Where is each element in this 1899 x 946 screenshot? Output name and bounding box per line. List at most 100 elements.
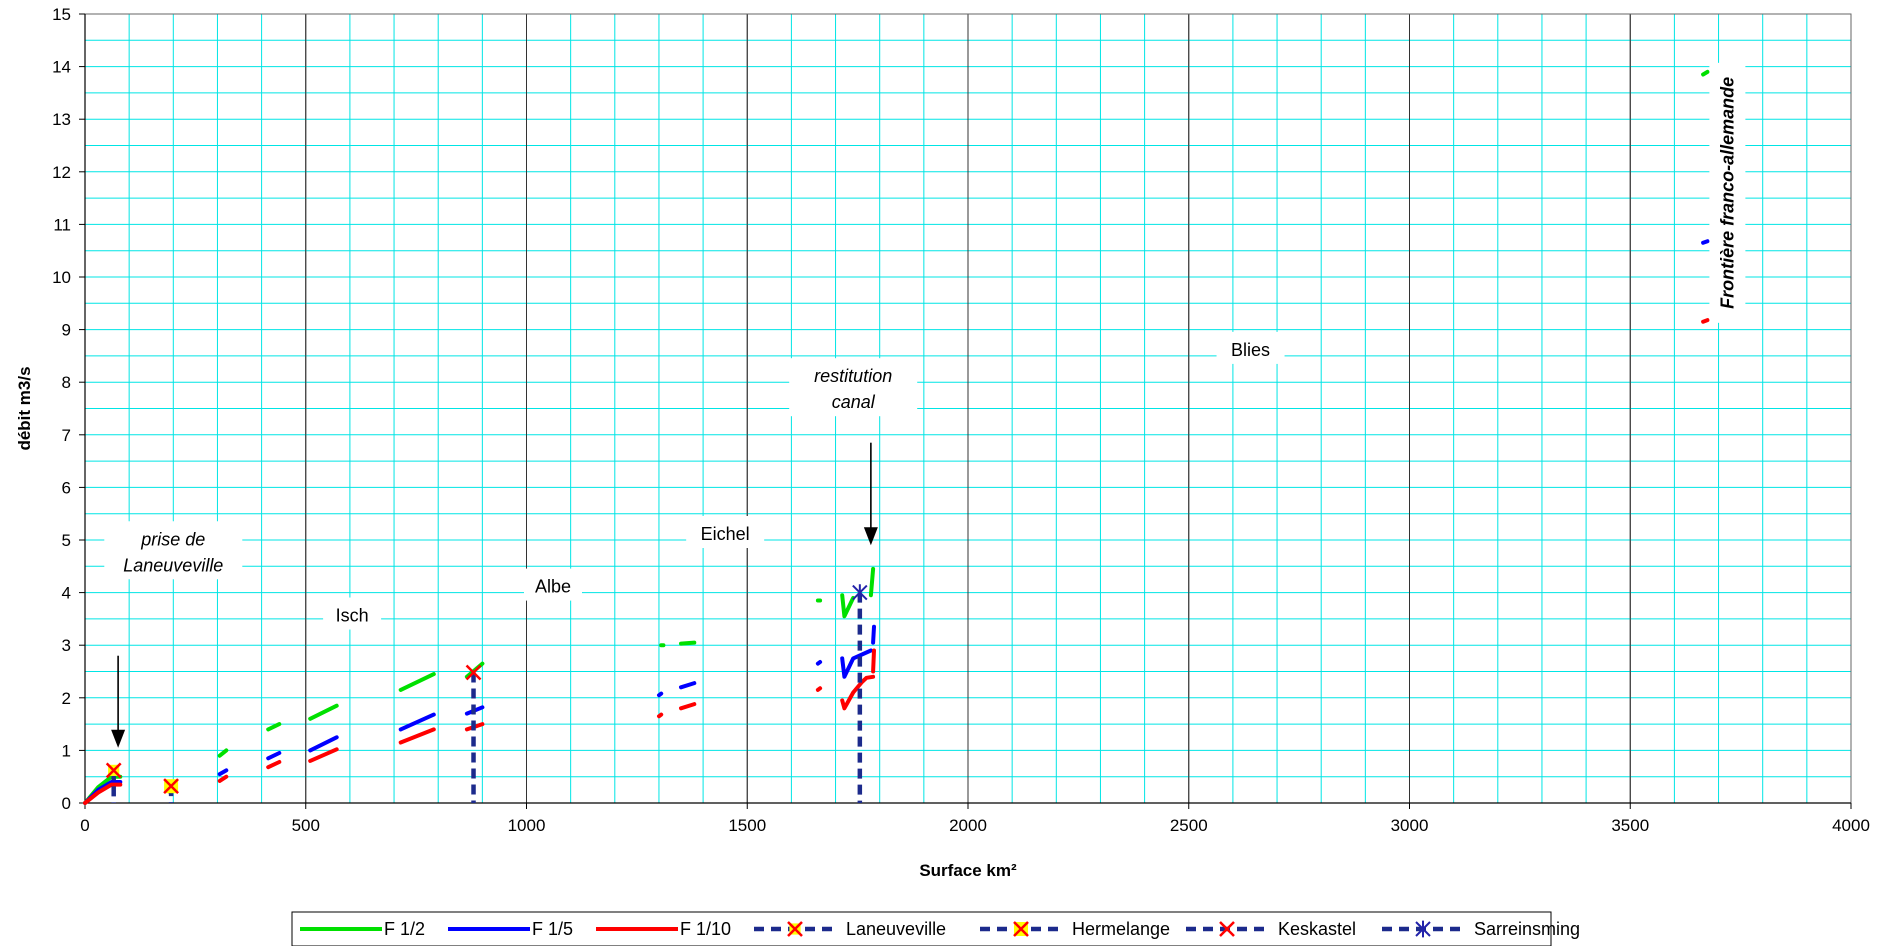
legend-marker [1415, 920, 1431, 938]
series-layer [83, 64, 1743, 805]
legend-label: Keskastel [1278, 919, 1356, 939]
series-line [398, 712, 436, 732]
series-line [840, 648, 873, 679]
data-point-marker [465, 664, 482, 681]
legend-item: Sarreinsming [1382, 919, 1580, 939]
y-tick-label: 6 [62, 478, 71, 497]
x-tick-label: 0 [80, 816, 89, 835]
series-line [83, 782, 123, 805]
series-line [868, 566, 876, 598]
annotation-label: Isch [336, 606, 369, 626]
y-tick-label: 12 [52, 163, 71, 182]
series-line [308, 735, 339, 753]
series-line [679, 702, 697, 711]
data-point-marker [163, 778, 179, 795]
series-line [266, 760, 282, 770]
series-line [840, 674, 876, 711]
y-tick-label: 14 [52, 58, 71, 77]
legend-label: F 1/2 [384, 919, 425, 939]
series-line [217, 774, 229, 783]
legend-marker [1013, 921, 1029, 937]
legend-marker [1219, 921, 1235, 937]
legend-item: Hermelange [980, 919, 1170, 939]
legend-label: Hermelange [1072, 919, 1170, 939]
y-tick-label: 1 [62, 741, 71, 760]
series-line [398, 727, 436, 745]
data-point-marker [105, 762, 122, 779]
series-line [871, 624, 876, 645]
legend-item: Keskastel [1186, 919, 1356, 939]
legend-label: F 1/10 [680, 919, 731, 939]
series-line [217, 768, 229, 777]
y-tick-label: 0 [62, 794, 71, 813]
annotation-label: Laneuveville [123, 555, 223, 575]
series-line [871, 648, 876, 674]
y-tick-label: 8 [62, 373, 71, 392]
series-line [1701, 318, 1710, 324]
series-line [308, 703, 339, 721]
y-tick-label: 15 [52, 5, 71, 24]
series-line [840, 593, 856, 619]
x-tick-label: 500 [292, 816, 320, 835]
series-line [266, 722, 282, 732]
annotation-label: canal [832, 392, 876, 412]
series-line [815, 686, 823, 692]
series-line [217, 748, 229, 758]
legend-item: F 1/2 [300, 919, 425, 939]
series-keskastel [465, 664, 482, 803]
x-tick-label: 1000 [508, 816, 546, 835]
y-tick-label: 3 [62, 636, 71, 655]
x-tick-label: 2000 [949, 816, 987, 835]
annotation-label: restitution [814, 366, 892, 386]
series-line [1701, 69, 1710, 77]
x-tick-label: 2500 [1170, 816, 1208, 835]
series-f-1-10 [83, 312, 1743, 805]
x-tick-label: 4000 [1832, 816, 1870, 835]
x-tick-label: 1500 [728, 816, 766, 835]
series-line [398, 672, 436, 692]
arrow-head [863, 527, 878, 546]
y-tick-label: 4 [62, 584, 71, 603]
series-line [308, 747, 339, 763]
legend-item: F 1/5 [448, 919, 573, 939]
y-tick-label: 11 [53, 215, 71, 234]
legend-marker [787, 921, 803, 937]
annotation-label: Frontière franco-allemande [1717, 77, 1737, 309]
grid [84, 13, 1852, 804]
data-point-marker [852, 584, 868, 601]
y-tick-label: 5 [62, 531, 71, 550]
series-line [679, 640, 697, 646]
annotation-label: Albe [535, 577, 571, 597]
series-line [679, 681, 697, 690]
series-line [815, 660, 823, 666]
series-line [1701, 239, 1710, 245]
y-tick-label: 7 [62, 426, 71, 445]
legend-label: Laneuveville [846, 919, 946, 939]
arrow-head [111, 729, 126, 748]
annotations: prise de Laneuveville Isch Albe Eichel restit… [104, 62, 1746, 748]
y-tick-label: 13 [52, 110, 71, 129]
legend-item: F 1/10 [596, 919, 731, 939]
series-line [657, 712, 664, 719]
legend-item: Laneuveville [754, 919, 946, 939]
legend-label: F 1/5 [532, 919, 573, 939]
annotation-label: Blies [1231, 340, 1270, 360]
series-sarreinsming [852, 584, 868, 803]
y-tick-label: 9 [62, 321, 71, 340]
y-tick-label: 10 [52, 268, 71, 287]
series-hermelange [163, 778, 179, 803]
legend: F 1/2 F 1/5 F 1/10 Laneuveville Hermelange Ke… [291, 911, 1580, 946]
x-tick-label: 3500 [1611, 816, 1649, 835]
legend-label: Sarreinsming [1474, 919, 1580, 939]
series-laneuveville [105, 762, 122, 803]
annotation-label: Eichel [701, 524, 750, 544]
annotation-label: prise de [140, 529, 205, 549]
x-tick-label: 3000 [1391, 816, 1429, 835]
y-axis-title: débit m3/s [15, 366, 34, 450]
series-line [657, 691, 664, 698]
x-axis-title: Surface km² [919, 861, 1017, 880]
series-line [266, 751, 282, 761]
y-tick-label: 2 [62, 689, 71, 708]
axes: 0 500 1000 1500 2000 2500 3000 3500 400001234567… [52, 5, 1870, 835]
